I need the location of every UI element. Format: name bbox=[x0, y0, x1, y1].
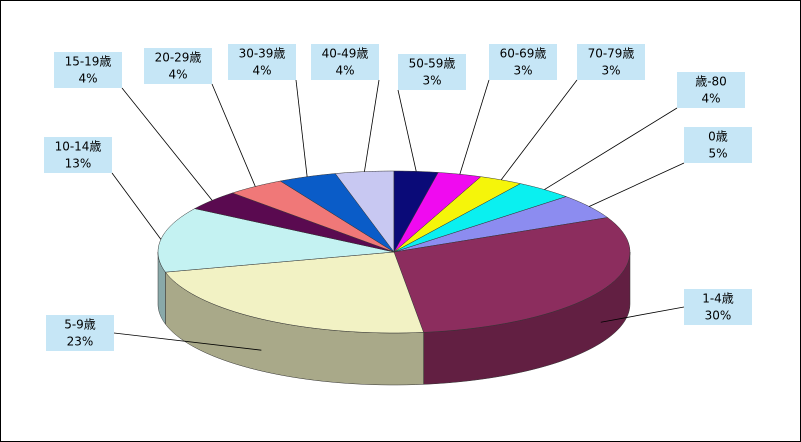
slice-value-label: 30% bbox=[705, 309, 732, 323]
leader-line bbox=[397, 89, 417, 172]
slice-value-label: 4% bbox=[701, 92, 720, 106]
pie-slice bbox=[231, 180, 395, 253]
slice-value-label: 5% bbox=[708, 147, 727, 161]
leader-line bbox=[364, 79, 380, 172]
pie-slice bbox=[393, 217, 631, 333]
leader-line bbox=[111, 172, 162, 240]
label-box bbox=[577, 44, 645, 80]
slice-category-label: 5-9歳 bbox=[64, 318, 96, 332]
leader-line bbox=[500, 79, 578, 181]
label-box bbox=[684, 289, 752, 325]
slice-value-label: 3% bbox=[422, 74, 441, 88]
slice-value-label: 3% bbox=[513, 64, 532, 78]
slice-value-label: 4% bbox=[252, 64, 271, 78]
slice-category-label: 0歳 bbox=[708, 130, 728, 144]
leader-line bbox=[459, 79, 490, 175]
slice-category-label: 10-14歳 bbox=[55, 140, 102, 154]
slice-category-label: 30-39歳 bbox=[239, 47, 286, 61]
slice-category-label: 20-29歳 bbox=[155, 51, 202, 65]
label-box bbox=[398, 54, 466, 90]
pie-slice bbox=[164, 251, 424, 334]
slice-value-label: 3% bbox=[601, 64, 620, 78]
slice-value-label: 23% bbox=[67, 335, 94, 349]
slice-category-label: 50-59歳 bbox=[409, 57, 456, 71]
label-box bbox=[677, 72, 745, 108]
label-box bbox=[144, 48, 212, 84]
slice-value-label: 13% bbox=[65, 157, 92, 171]
leader-line bbox=[600, 306, 685, 323]
pie-slice bbox=[334, 170, 395, 253]
slice-category-label: 40-49歳 bbox=[322, 47, 369, 61]
label-box bbox=[489, 44, 557, 80]
leader-line bbox=[113, 332, 262, 351]
leader-line bbox=[295, 79, 308, 177]
leader-line bbox=[211, 83, 256, 187]
pie-slice bbox=[157, 208, 395, 273]
slice-value-label: 4% bbox=[335, 64, 354, 78]
label-box bbox=[44, 137, 112, 173]
slice-category-label: 15-19歳 bbox=[65, 55, 112, 69]
label-box bbox=[54, 52, 122, 88]
slice-category-label: 歳-80 bbox=[695, 75, 727, 89]
slice-category-label: 70-79歳 bbox=[588, 47, 635, 61]
slice-value-label: 4% bbox=[78, 72, 97, 86]
label-box bbox=[684, 127, 752, 163]
slice-category-label: 60-69歳 bbox=[500, 47, 547, 61]
label-box bbox=[311, 44, 379, 80]
label-box bbox=[46, 315, 114, 351]
leader-line bbox=[121, 87, 213, 201]
slice-value-label: 4% bbox=[168, 68, 187, 82]
leader-line bbox=[544, 107, 678, 190]
pie-slice bbox=[194, 192, 395, 253]
label-box bbox=[228, 44, 296, 80]
slice-category-label: 1-4歳 bbox=[702, 292, 734, 306]
leader-line bbox=[589, 162, 685, 207]
